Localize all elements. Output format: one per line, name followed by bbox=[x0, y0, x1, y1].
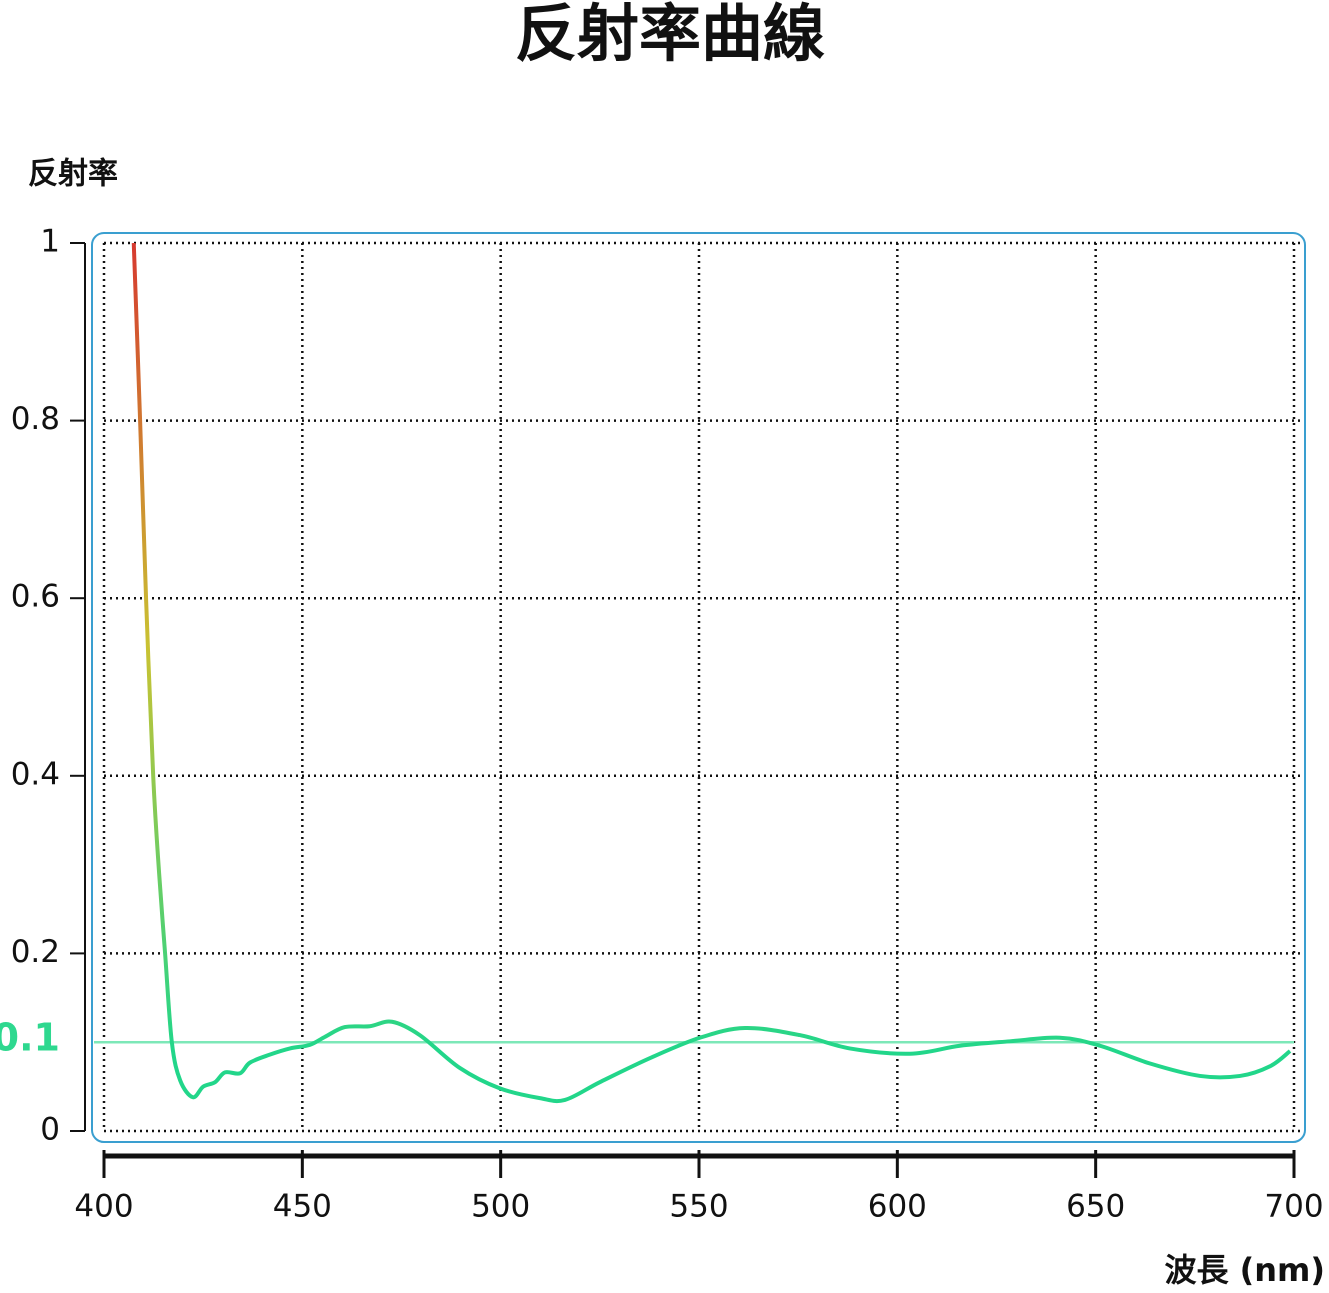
x-axis-label: 波長 (nm) bbox=[1164, 1251, 1325, 1289]
x-tick-label: 400 bbox=[74, 1189, 133, 1225]
y-tick-label: 1 bbox=[40, 224, 60, 260]
x-tick-label: 700 bbox=[1264, 1189, 1323, 1225]
chart-title: 反射率曲線 bbox=[515, 0, 825, 70]
x-tick-label: 650 bbox=[1066, 1189, 1125, 1225]
y-tick-label: 0 bbox=[40, 1112, 60, 1148]
x-tick-label: 550 bbox=[669, 1189, 728, 1225]
y-axis-label: 反射率 bbox=[28, 157, 118, 192]
x-tick-label: 600 bbox=[868, 1189, 927, 1225]
y-tick-label: 0.4 bbox=[11, 756, 60, 792]
y-tick-label: 0.8 bbox=[11, 401, 60, 437]
y-tick-label: 0.6 bbox=[11, 579, 60, 615]
plot-frame bbox=[91, 232, 1306, 1143]
reflectance-curve bbox=[131, 242, 1292, 1104]
reference-label: 0.1 bbox=[0, 1016, 60, 1060]
y-tick-label: 0.2 bbox=[11, 934, 60, 970]
x-tick-label: 500 bbox=[471, 1189, 530, 1225]
x-tick-label: 450 bbox=[273, 1189, 332, 1225]
